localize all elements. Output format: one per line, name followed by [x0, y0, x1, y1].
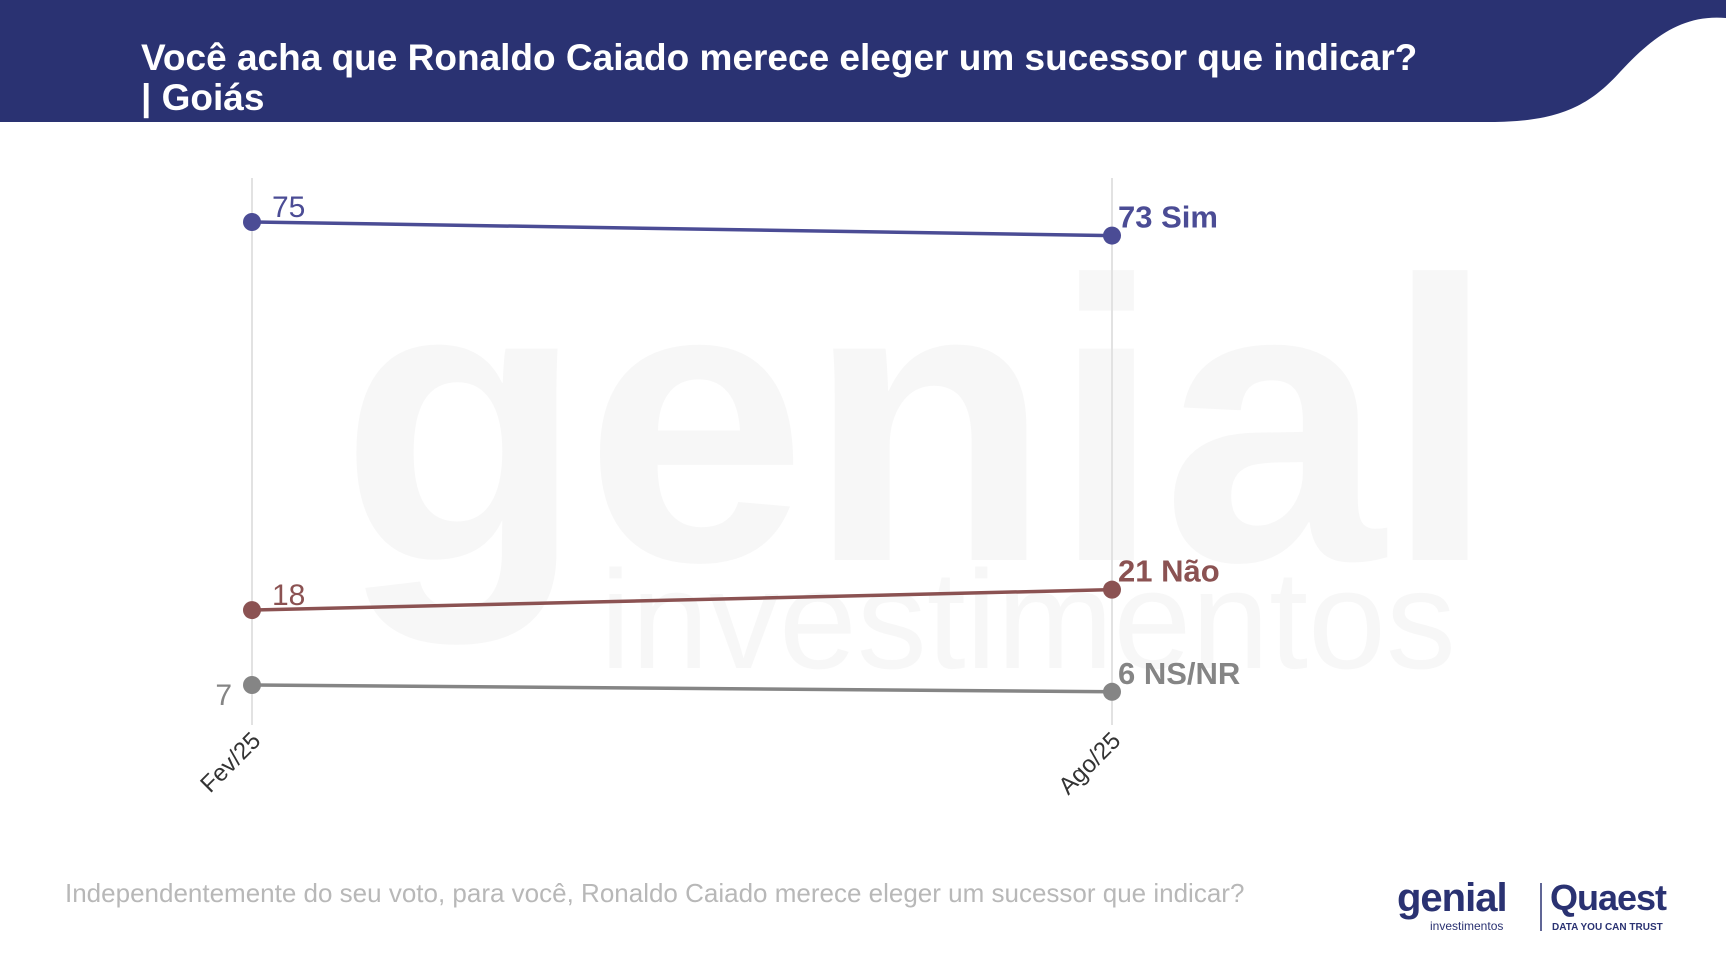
x-tick-label-1: Ago/25	[1053, 727, 1126, 800]
watermark-sub: investimentos	[600, 541, 1456, 698]
data-point-2-1	[1103, 682, 1121, 701]
data-point-1-1	[1103, 580, 1121, 599]
series-lines	[251, 220, 1113, 694]
quaest-tagline: DATA YOU CAN TRUST	[1552, 922, 1663, 933]
series-line-2	[251, 683, 1113, 694]
genial-logo-sub: investimentos	[1430, 919, 1503, 933]
data-point-1-0	[243, 601, 261, 620]
data-label-first-2: 7	[215, 679, 232, 712]
data-label-last-1: 21 Não	[1118, 554, 1220, 589]
data-points	[243, 213, 1121, 701]
series-line-0	[251, 220, 1113, 238]
watermark-word: genial	[340, 198, 1496, 648]
data-label-first-1: 18	[272, 579, 305, 612]
data-label-first-0: 75	[272, 191, 305, 224]
header-band-shape	[0, 0, 1726, 122]
page-title: Você acha que Ronaldo Caiado merece eleg…	[141, 37, 1418, 118]
data-label-last-2: 6 NS/NR	[1118, 656, 1240, 691]
series-line-1	[251, 587, 1113, 612]
genial-logo-word: genial	[1397, 876, 1507, 920]
x-gridlines	[251, 178, 1113, 725]
header-band	[0, 0, 1726, 122]
data-point-0-0	[243, 213, 261, 231]
quaest-logo-word: Quaest	[1550, 877, 1667, 918]
data-point-2-0	[243, 676, 261, 694]
data-label-last-0: 73 Sim	[1118, 200, 1218, 235]
watermark-logo: genial investimentos	[340, 198, 1496, 698]
x-axis-ticks: Fev/25 Ago/25	[195, 727, 1126, 800]
question-footnote: Independentemente do seu voto, para você…	[65, 878, 1245, 908]
data-point-0-1	[1103, 226, 1121, 245]
x-tick-label-0: Fev/25	[195, 727, 266, 798]
brand-logos: genial investimentos Quaest DATA YOU CAN…	[1397, 876, 1668, 933]
data-labels: 75 73 Sim 18 21 Não 7 6 NS/NR	[215, 191, 1240, 712]
